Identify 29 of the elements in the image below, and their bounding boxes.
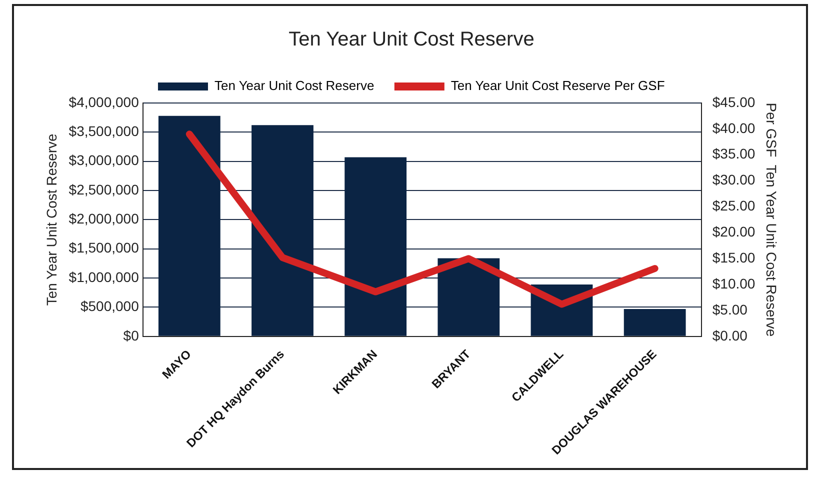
legend-label: Ten Year Unit Cost Reserve Per GSF [450,78,665,94]
y2-tick-label: $40.00 [712,120,756,136]
y-tick-label: $3,500,000 [68,123,140,140]
y-tick-label: $2,500,000 [68,181,140,198]
y-tick-label: $0 [123,327,140,344]
y2-tick-label: $45.00 [712,94,756,110]
y2-tick-label: $25.00 [712,198,756,214]
y2-tick-label: $5.00 [712,301,748,318]
bar [344,157,407,336]
y-axis-title: Ten Year Unit Cost Reserve [43,134,60,306]
y-tick-label: $4,000,000 [68,94,140,110]
bar [252,125,314,336]
y2-tick-label: $10.00 [712,275,756,292]
y2-tick-label: $30.00 [712,172,756,188]
chart-title: Ten Year Unit Cost Reserve [288,28,534,51]
y2-tick-label: $35.00 [712,146,756,162]
y2-tick-label: $0.00 [712,327,748,344]
y2-tick-label: $20.00 [712,224,756,240]
y-tick-label: $1,000,000 [68,268,140,285]
bar [438,258,500,336]
y-tick-label: $2,000,000 [68,210,140,227]
y2-tick-label: $15.00 [712,249,756,266]
legend-label: Ten Year Unit Cost Reserve [214,78,374,94]
y-tick-label: $1,500,000 [68,240,140,256]
bar [624,308,686,336]
y-tick-label: $3,000,000 [68,152,140,168]
bar [158,116,220,336]
y2-axis-title: Per GSF Ten Year Unit Cost Reserve [764,102,780,337]
y-tick-label: $500,000 [80,298,140,314]
